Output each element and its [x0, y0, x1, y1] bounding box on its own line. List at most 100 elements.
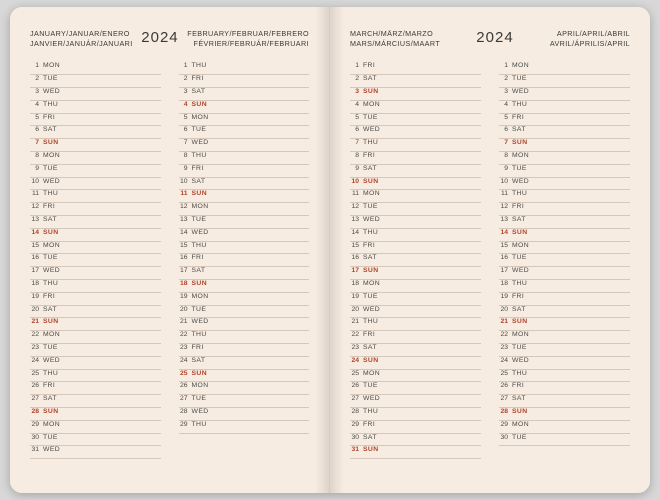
day-of-week: TUE	[363, 114, 378, 121]
day-of-week: FRI	[192, 165, 204, 172]
day-row: 2FRI	[179, 75, 310, 88]
day-of-week: MON	[512, 331, 529, 338]
day-number: 26	[350, 382, 363, 389]
day-number: 18	[350, 280, 363, 287]
day-of-week: WED	[43, 357, 60, 364]
day-row: 7SUN	[30, 139, 161, 152]
day-of-week: WED	[512, 88, 529, 95]
day-number: 16	[499, 254, 512, 261]
day-row: 13TUE	[179, 216, 310, 229]
day-row: 1THU	[179, 62, 310, 75]
day-row: 15MON	[499, 242, 630, 255]
day-of-week: THU	[43, 190, 58, 197]
day-of-week: TUE	[512, 344, 527, 351]
day-of-week: TUE	[512, 254, 527, 261]
day-of-week: SUN	[363, 267, 379, 274]
day-of-week: MON	[43, 331, 60, 338]
day-of-week: TUE	[192, 126, 207, 133]
day-of-week: FRI	[512, 293, 524, 300]
day-of-week: FRI	[363, 421, 375, 428]
day-of-week: WED	[192, 229, 209, 236]
day-row: 18THU	[30, 280, 161, 293]
columns: 1MON2TUE3WED4THU5FRI6SAT7SUN8MON9TUE10WE…	[30, 62, 309, 459]
day-row: 21SUN	[30, 318, 161, 331]
day-row: 29FRI	[350, 421, 481, 434]
day-of-week: WED	[363, 126, 380, 133]
day-row: 4MON	[350, 101, 481, 114]
day-row: 29MON	[30, 421, 161, 434]
day-number: 19	[179, 293, 192, 300]
day-row: 10SUN	[350, 178, 481, 191]
day-of-week: SUN	[43, 229, 59, 236]
day-row: 16TUE	[30, 254, 161, 267]
day-of-week: WED	[363, 306, 380, 313]
day-of-week: SAT	[512, 126, 526, 133]
day-number: 25	[30, 370, 43, 377]
day-row: 10SAT	[179, 178, 310, 191]
day-row: 1FRI	[350, 62, 481, 75]
day-of-week: MON	[192, 293, 209, 300]
day-number: 24	[350, 357, 363, 364]
day-row: 31SUN	[350, 446, 481, 459]
day-of-week: TUE	[43, 344, 58, 351]
day-number: 8	[179, 152, 192, 159]
day-row: 20TUE	[179, 306, 310, 319]
day-number: 1	[179, 62, 192, 69]
day-of-week: THU	[43, 370, 58, 377]
day-row: 11THU	[499, 190, 630, 203]
day-number: 31	[30, 446, 43, 453]
day-of-week: MON	[512, 62, 529, 69]
page-left: JANUARY/JANUAR/ENERO JANVIER/JANUÁR/JANU…	[10, 7, 330, 493]
day-row: 31WED	[30, 446, 161, 459]
day-of-week: SUN	[363, 357, 379, 364]
day-of-week: FRI	[363, 62, 375, 69]
day-of-week: SUN	[43, 318, 59, 325]
day-number: 18	[499, 280, 512, 287]
day-of-week: MON	[363, 190, 380, 197]
day-row: 2TUE	[499, 75, 630, 88]
day-of-week: THU	[363, 139, 378, 146]
day-of-week: WED	[363, 216, 380, 223]
day-of-week: SAT	[192, 357, 206, 364]
day-number: 31	[350, 446, 363, 453]
day-row: 17SAT	[179, 267, 310, 280]
day-number: 9	[179, 165, 192, 172]
day-number: 15	[499, 242, 512, 249]
day-of-week: MON	[192, 114, 209, 121]
day-number: 20	[499, 306, 512, 313]
day-number: 3	[179, 88, 192, 95]
day-row: 11SUN	[179, 190, 310, 203]
day-number: 12	[499, 203, 512, 210]
day-of-week: SUN	[512, 408, 528, 415]
day-number: 6	[499, 126, 512, 133]
day-row: 14THU	[350, 229, 481, 242]
day-number: 29	[350, 421, 363, 428]
day-number: 24	[499, 357, 512, 364]
day-number: 22	[350, 331, 363, 338]
day-number: 19	[30, 293, 43, 300]
day-number: 24	[30, 357, 43, 364]
day-of-week: SAT	[363, 344, 377, 351]
day-of-week: WED	[512, 267, 529, 274]
day-of-week: TUE	[512, 434, 527, 441]
day-row: 16TUE	[499, 254, 630, 267]
day-number: 23	[499, 344, 512, 351]
day-of-week: WED	[192, 318, 209, 325]
day-of-week: THU	[43, 101, 58, 108]
year-label: 2024	[476, 29, 513, 46]
day-row: 24WED	[499, 357, 630, 370]
day-number: 11	[499, 190, 512, 197]
month-column-apr: 1MON2TUE3WED4THU5FRI6SAT7SUN8MON9TUE10WE…	[499, 62, 630, 459]
day-of-week: FRI	[512, 203, 524, 210]
day-number: 3	[499, 88, 512, 95]
day-row: 12TUE	[350, 203, 481, 216]
day-number: 12	[179, 203, 192, 210]
day-number: 12	[30, 203, 43, 210]
day-number: 23	[350, 344, 363, 351]
day-number: 30	[499, 434, 512, 441]
day-row: 4THU	[30, 101, 161, 114]
day-row: 26FRI	[499, 382, 630, 395]
day-row: 18SUN	[179, 280, 310, 293]
day-number: 8	[499, 152, 512, 159]
day-of-week: THU	[363, 318, 378, 325]
